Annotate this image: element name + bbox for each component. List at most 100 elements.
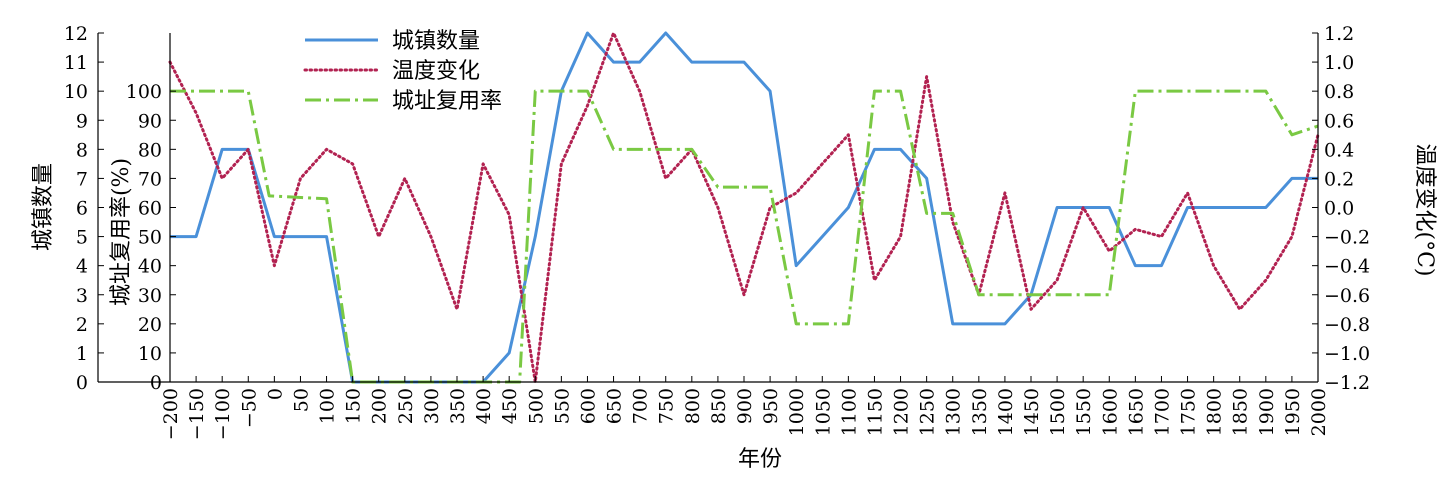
y-temp-tick-label: −1.2 [1324,372,1370,394]
series-2-point [1108,294,1110,296]
series-2-point [1212,90,1214,92]
series-1-point [1004,192,1006,194]
series-2-point [1056,294,1058,296]
y-temp-tick-label: −0.6 [1324,285,1370,307]
series-1-point [430,235,432,237]
series-0-point [1134,264,1136,266]
x-tick-label: 100 [317,388,339,424]
y-count-tick-label: 10 [64,81,88,103]
series-2-point [978,294,980,296]
series-1-point [743,294,745,296]
series-0-point [795,264,797,266]
series-0-point [586,32,588,34]
y-count-tick-label: 4 [76,256,88,278]
series-1-point [717,206,719,208]
x-tick-label: 400 [473,388,495,424]
series-2-point [665,148,667,150]
y-temp-tick-label: −1.0 [1324,343,1370,365]
x-tick-label: 2000 [1308,388,1330,436]
series-0-point [534,235,536,237]
x-tick-label: 1050 [812,388,834,436]
series-0-point [899,148,901,150]
y-count-tick-label: 12 [64,23,88,45]
y-rate-tick-label: 90 [138,110,162,132]
legend-label-reuse-rate: 城址复用率 [392,89,502,114]
series-0-point [873,148,875,150]
x-tick-label: 300 [421,388,443,424]
x-tick-label: −50 [238,388,260,428]
y-count-tick-label: 11 [64,52,88,74]
series-0-point [612,61,614,63]
series-1-point [1056,279,1058,281]
x-tick-label: 1350 [969,388,991,436]
x-tick-label: 150 [343,388,365,424]
x-tick-label: 200 [369,388,391,424]
y-count-tick-label: 2 [76,314,88,336]
y-rate-tick-label: 30 [138,285,162,307]
series-1-point [195,112,197,114]
series-2-point [795,323,797,325]
series-2-point [717,186,719,188]
y-rate-tick-label: 60 [138,198,162,220]
x-tick-label: 750 [656,388,678,424]
series-1-point [325,148,327,150]
series-0-point [638,61,640,63]
series-0-point [1239,206,1241,208]
ticks-layer: 01234567891011120102030405060708090100−1… [64,23,1370,440]
x-tick-label: 1300 [943,388,965,436]
x-tick-label: 700 [630,388,652,424]
series-2-point [612,148,614,150]
series-1-point [873,279,875,281]
x-tick-label: 1750 [1178,388,1200,436]
y-temp-tick-label: −0.2 [1324,227,1370,249]
x-tick-label: 1250 [917,388,939,436]
series-2-point [1030,294,1032,296]
series-1-point [1160,235,1162,237]
series-1-point [821,163,823,165]
y-rate-tick-label: 10 [138,343,162,365]
y-count-tick-label: 1 [76,343,88,365]
x-tick-label: 450 [499,388,521,424]
series-1-point [1186,192,1188,194]
y-count-axis-title: 城镇数量 [31,163,56,251]
x-tick-label: 1950 [1282,388,1304,436]
x-tick-label: 1850 [1230,388,1252,436]
series-1-point [1212,264,1214,266]
series-1-point [404,177,406,179]
legend: 城镇数量 温度变化 城址复用率 [303,29,502,114]
series-2-point [1160,90,1162,92]
y-count-tick-label: 7 [76,168,88,190]
series-2-point [1265,90,1267,92]
x-tick-label: 1400 [995,388,1017,436]
x-tick-label: 1450 [1021,388,1043,436]
series-0-point [1265,206,1267,208]
series-0-point [978,323,980,325]
series-2-point [534,90,536,92]
series-2-point [1186,90,1188,92]
series-1-point [1134,228,1136,230]
series-0-point [743,61,745,63]
x-tick-label: 800 [682,388,704,424]
x-tick-label: 1900 [1256,388,1278,436]
y-rate-tick-label: 20 [138,314,162,336]
series-1-point [456,308,458,310]
y-rate-axis-title: 城址复用率(%) [109,158,134,306]
series-1-point [299,177,301,179]
series-1-point [273,264,275,266]
x-tick-label: 350 [447,388,469,424]
series-0-point [1056,206,1058,208]
series-1-point [847,134,849,136]
series-1-point [769,206,771,208]
x-tick-label: 1550 [1073,388,1095,436]
series-0-point [508,352,510,354]
series-1-point [638,90,640,92]
series-0-point [299,235,301,237]
x-tick-label: 500 [525,388,547,424]
x-tick-label: 850 [708,388,730,424]
y-temp-tick-label: 0.6 [1324,110,1354,132]
series-1-point [612,32,614,34]
x-tick-label: 1100 [838,388,860,436]
y-rate-tick-label: 50 [138,227,162,249]
x-tick-label: 1500 [1047,388,1069,436]
